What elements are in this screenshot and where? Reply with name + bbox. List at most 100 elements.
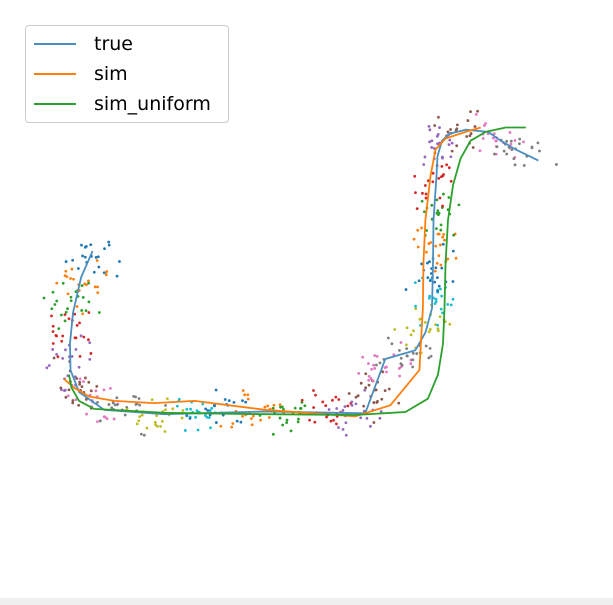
scatter-point <box>474 113 478 116</box>
scatter-point <box>435 211 439 215</box>
scatter-point <box>96 400 99 404</box>
scatter-point <box>435 261 439 265</box>
scatter-point <box>457 203 461 207</box>
scatter-point <box>471 146 475 149</box>
scatter-point <box>259 418 263 422</box>
scatter-point <box>435 276 439 280</box>
scatter-point <box>536 141 540 145</box>
scatter-point <box>246 397 250 401</box>
scatter-point <box>423 184 427 187</box>
scatter-point <box>72 277 75 281</box>
scatter-point <box>61 334 65 338</box>
scatter-point <box>77 403 81 407</box>
scatter-point <box>214 388 218 392</box>
scatter-point <box>405 347 409 350</box>
scatter-point <box>51 324 55 328</box>
scatter-point <box>510 148 514 152</box>
scatter-point <box>88 341 92 345</box>
scatter-point <box>94 389 98 393</box>
scatter-point <box>181 409 185 412</box>
scatter-point <box>416 228 420 232</box>
scatter-point <box>85 412 88 416</box>
scatter-point <box>87 300 91 304</box>
scatter-point <box>442 192 445 196</box>
scatter-point <box>98 419 102 423</box>
scatter-point <box>54 333 58 337</box>
scatter-point <box>51 342 55 345</box>
scatter-point <box>440 294 444 298</box>
scatter-point <box>195 409 199 413</box>
scatter-point <box>427 356 431 360</box>
scatter-point <box>427 124 431 128</box>
scatter-point <box>159 424 162 428</box>
scatter-point <box>155 414 159 418</box>
scatter-point <box>465 135 469 138</box>
scatter-point <box>88 357 92 361</box>
scatter-point <box>185 414 189 418</box>
scatter-point <box>206 409 210 412</box>
scatter-point <box>105 417 109 421</box>
scatter-point <box>492 132 496 136</box>
scatter-point <box>341 409 345 412</box>
scatter-point <box>89 352 93 355</box>
scatter-point <box>428 347 432 350</box>
scatter-point <box>440 164 444 168</box>
scatter-point <box>293 406 297 410</box>
scatter-point <box>434 300 438 303</box>
scatter-point <box>303 404 307 408</box>
scatter-point <box>362 404 366 408</box>
scatter-point <box>447 143 451 147</box>
scatter-point <box>436 132 440 136</box>
scatter-point <box>337 426 340 429</box>
scatter-point <box>75 377 79 380</box>
scatter-point <box>437 254 441 258</box>
scatter-point <box>135 422 139 426</box>
scatter-point <box>61 281 65 285</box>
legend-label-sim: sim <box>94 63 128 85</box>
scatter-point <box>250 417 253 420</box>
scatter-point <box>51 330 55 333</box>
scatter-point <box>378 416 382 420</box>
scatter-point <box>95 385 99 388</box>
scatter-point <box>354 395 358 399</box>
scatter-point <box>80 309 84 312</box>
scatter-point <box>473 125 477 128</box>
scatter-point <box>413 174 417 178</box>
scatter-point <box>442 233 446 236</box>
scatter-point <box>441 235 445 239</box>
scatter-point <box>350 400 354 404</box>
legend-item-sim-uniform: sim_uniform <box>34 92 211 116</box>
scatter-point <box>47 364 51 367</box>
scatter-point <box>379 410 383 413</box>
scatter-point <box>93 285 97 289</box>
scatter-point <box>424 196 428 200</box>
series-line-true <box>69 128 539 416</box>
scatter-point <box>438 126 441 129</box>
scatter-point <box>82 335 86 339</box>
scatter-point <box>180 416 184 420</box>
scatter-point <box>356 394 360 398</box>
scatter-point <box>155 425 159 428</box>
scatter-point <box>433 269 437 273</box>
scatter-point <box>436 209 440 213</box>
scatter-point <box>508 131 512 134</box>
scatter-point <box>94 256 98 259</box>
scatter-point <box>430 203 434 207</box>
scatter-point <box>445 163 449 167</box>
scatter-point <box>425 229 428 232</box>
scatter-point <box>300 398 304 402</box>
scatter-point <box>53 303 57 306</box>
scatter-point <box>369 424 372 428</box>
scatter-point <box>278 403 282 407</box>
scatter-point <box>321 400 325 404</box>
scatter-point <box>64 269 68 273</box>
scatter-point <box>241 399 244 403</box>
scatter-point <box>140 413 144 417</box>
series-line-sim <box>63 126 481 418</box>
scatter-point <box>364 372 368 376</box>
scatter-point <box>312 389 315 392</box>
scatter-point <box>399 356 403 360</box>
scatter-point <box>244 400 248 404</box>
scatter-point <box>289 429 293 433</box>
scatter-point <box>375 401 379 404</box>
